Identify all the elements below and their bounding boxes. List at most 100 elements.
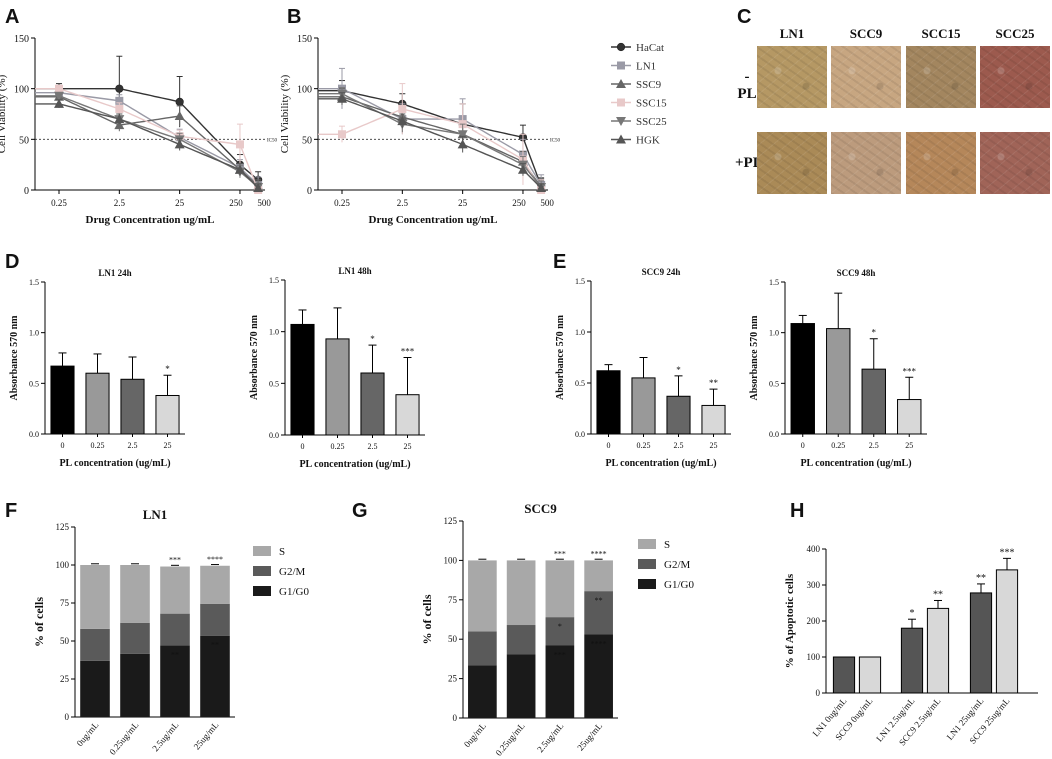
bar-D2-0 [290,323,315,436]
x-tick-label-F: 2.5ug/mL [150,720,180,753]
y-axis-label-A: Cell Viability (%) [0,74,8,153]
x-tick-label-A: 500 [257,198,271,208]
x-tick-label-A: 250 [229,198,243,208]
fit-curve-A-ssc25 [35,95,260,188]
significance-G-2: * [558,622,562,631]
x-tick-label-B: 250 [512,198,526,208]
significance-G-3: **** [591,549,607,558]
y-tick-label-A: 0 [24,186,29,197]
bar-E2-0 [790,323,815,435]
stack-segment-F-s [200,565,230,604]
y-tick-label-G: 25 [448,674,458,684]
legend-swatch-F [253,566,271,576]
y-tick-label-E1: 0.5 [575,379,585,388]
significance-D1-3: * [165,364,170,374]
micrograph-scc9-minus-pl [831,46,901,108]
x-tick-label-G: 2.5ug/mL [535,721,565,754]
panel-letter-e: E [553,251,566,273]
bar-D1-0 [50,365,75,435]
bar-H-4 [969,592,993,694]
data-point-A-hgk [253,182,264,192]
fit-curve-A-hgk [35,103,260,189]
data-point-A-ssc15 [55,84,64,93]
stack-segment-F-g2m [160,613,190,646]
x-tick-label-B: 500 [540,198,554,208]
stack-segment-F-s [160,566,190,614]
x-tick-label-D2: 2.5 [368,442,378,451]
y-tick-label-D2: 0.0 [269,431,279,440]
data-point-B-ssc25 [457,130,468,140]
ic50-label-A: IC50 [267,138,278,143]
y-axis-label-E2: Absorbance 570 nm [749,315,760,401]
micrograph-column-label: LN1 [779,26,805,41]
legend-label-ssc15: SSC15 [636,98,667,110]
y-axis-label-B: Cell Viability (%) [279,74,291,153]
fit-curve-A-hacat [35,87,260,181]
data-point-A-ssc15 [115,104,124,113]
stack-segment-F-g1g0 [80,660,110,717]
significance-G-2: *** [554,651,566,660]
y-tick-label-F: 75 [60,598,70,608]
x-axis-label-A: Drug Concentration ug/mL [86,214,215,226]
legend-label-hacat: HaCat [636,42,664,54]
legend-swatch-F [253,546,271,556]
stack-segment-G-g1g0 [545,645,575,718]
significance-G-3: ** [595,596,603,605]
significance-F-3: ** [211,641,219,650]
micrograph-ln1-plus-pl [757,132,827,194]
y-tick-label-G: 75 [448,595,458,605]
bar-D2-1 [325,338,350,436]
y-tick-label-D2: 0.5 [269,379,279,388]
y-axis-label-D1: Absorbance 570 nm [9,315,20,401]
bar-H-3 [926,607,950,694]
data-point-B-hgk [457,139,468,149]
y-tick-label-H: 0 [816,688,821,698]
x-tick-label-D1: 25 [164,441,172,450]
fit-curve-A-ln1 [35,91,260,186]
data-point-B-hgk [397,116,408,126]
micrograph-scc15-plus-pl [906,132,976,194]
panel-letter-b: B [287,6,301,28]
x-tick-label-F: 0.25ug/mL [107,720,140,757]
stack-segment-G-g1g0 [584,634,613,718]
y-tick-label-E2: 0.0 [769,430,779,439]
significance-D2-3: *** [401,347,415,357]
significance-H-5: *** [1000,547,1015,558]
data-point-A-ssc9 [114,120,125,130]
micrograph-scc9-plus-pl [831,132,901,194]
y-tick-label-H: 300 [807,580,821,590]
x-tick-label-E1: 25 [710,441,718,450]
significance-E1-3: ** [709,378,719,388]
legend-label-G: S [664,539,670,551]
x-tick-label-E1: 2.5 [674,441,684,450]
data-point-A-hacat [115,84,124,93]
legend-label-F: G1/G0 [279,586,309,598]
x-tick-label-D1: 0 [61,441,65,450]
bar-E1-1 [631,377,656,435]
y-axis-label-G: % of cells [420,594,434,644]
bar-E2-2 [861,368,886,435]
y-tick-label-B: 100 [297,85,312,96]
stack-segment-F-g1g0 [120,653,150,717]
bar-H-1 [858,656,882,694]
data-point-A-hgk [174,139,185,149]
data-point-A-hacat [175,97,184,106]
y-tick-label-B: 50 [302,135,312,146]
significance-H-2: * [910,608,915,619]
significance-E2-3: *** [903,366,917,376]
data-point-A-hgk [114,114,125,124]
fit-curve-B-hgk [318,98,543,189]
y-tick-label-F: 25 [60,674,70,684]
stack-segment-F-g2m [120,622,150,654]
legend-swatch-G [638,539,656,549]
y-tick-label-D1: 1.0 [29,329,39,338]
x-tick-label-E2: 0.25 [831,441,845,450]
x-axis-label-E1: PL concentration (ug/mL) [605,458,716,469]
data-point-A-hgk [54,98,65,108]
significance-H-4: ** [976,573,986,584]
micrograph-ln1-minus-pl [757,46,827,108]
legend-marker-hacat [616,42,626,52]
data-point-B-ssc15 [338,130,347,139]
stack-segment-G-g1g0 [468,665,497,718]
x-axis-label-D1: PL concentration (ug/mL) [59,458,170,469]
